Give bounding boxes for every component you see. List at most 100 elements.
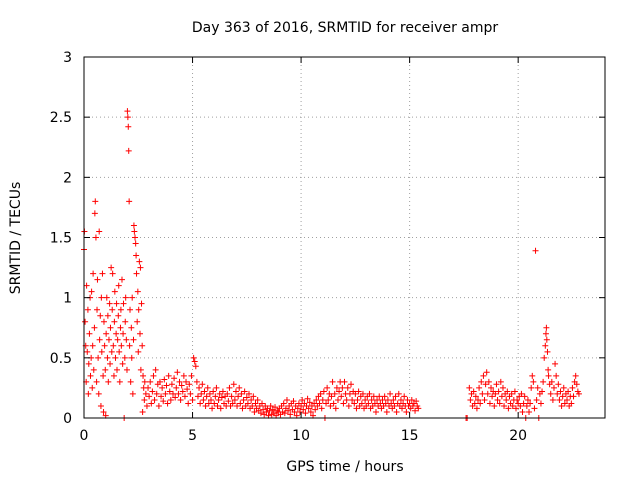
data-point — [240, 396, 247, 403]
data-point — [200, 396, 207, 403]
data-point — [489, 393, 496, 400]
data-point — [124, 108, 131, 115]
data-point — [531, 405, 538, 412]
data-point — [146, 393, 153, 400]
data-point — [415, 405, 422, 412]
data-point — [244, 400, 251, 407]
data-point — [479, 390, 486, 397]
data-point — [135, 306, 142, 313]
data-point — [85, 360, 92, 367]
data-point — [368, 396, 375, 403]
data-point — [319, 396, 326, 403]
data-point — [318, 405, 325, 412]
data-point — [228, 393, 235, 400]
data-point — [494, 396, 501, 403]
data-point — [107, 324, 114, 331]
data-point — [120, 330, 127, 337]
data-point — [89, 342, 96, 349]
y-tick-label: 0 — [63, 411, 72, 427]
data-point — [99, 270, 106, 277]
data-point — [401, 393, 408, 400]
data-point — [547, 390, 554, 397]
data-point — [299, 396, 306, 403]
data-point — [334, 396, 341, 403]
data-point — [557, 388, 564, 395]
data-point — [485, 378, 492, 385]
data-point — [393, 408, 400, 415]
data-point — [139, 408, 146, 415]
data-point — [413, 398, 420, 405]
data-point — [189, 396, 196, 403]
data-points — [81, 108, 582, 421]
data-point — [218, 394, 225, 401]
data-point — [497, 378, 504, 385]
data-point — [476, 384, 483, 391]
data-point — [379, 396, 386, 403]
data-point — [553, 372, 560, 379]
data-point — [86, 330, 93, 337]
data-point — [88, 288, 95, 295]
data-point — [248, 396, 255, 403]
data-point — [555, 381, 562, 388]
data-point — [238, 390, 245, 397]
data-point — [509, 402, 516, 409]
data-point — [320, 388, 327, 395]
data-point — [505, 405, 512, 412]
data-point — [116, 378, 123, 385]
data-point — [287, 411, 294, 418]
data-point — [133, 270, 140, 277]
data-point — [511, 388, 518, 395]
data-point — [216, 390, 223, 397]
data-point — [183, 378, 190, 385]
data-point — [180, 372, 187, 379]
data-point — [131, 228, 138, 235]
data-point — [109, 306, 116, 313]
data-point — [132, 234, 139, 241]
data-point — [403, 408, 410, 415]
data-point — [472, 393, 479, 400]
data-point — [346, 390, 353, 397]
data-point — [187, 390, 194, 397]
data-point — [382, 400, 389, 407]
data-point — [390, 396, 397, 403]
data-point — [392, 393, 399, 400]
data-point — [339, 384, 346, 391]
data-point — [113, 300, 120, 307]
data-point — [323, 400, 330, 407]
data-point — [517, 402, 524, 409]
data-point — [383, 408, 390, 415]
x-tick-label: 20 — [509, 428, 527, 444]
data-point — [184, 386, 191, 393]
data-point — [219, 388, 226, 395]
data-point — [84, 306, 91, 313]
data-point — [503, 396, 510, 403]
data-point — [283, 396, 290, 403]
data-point — [358, 400, 365, 407]
data-point — [352, 390, 359, 397]
data-point — [508, 390, 515, 397]
data-point — [84, 348, 91, 355]
data-point — [470, 388, 477, 395]
data-point — [116, 348, 123, 355]
data-point — [151, 396, 158, 403]
data-point — [520, 400, 527, 407]
data-point — [100, 408, 107, 415]
data-point — [93, 378, 100, 385]
data-point — [106, 300, 113, 307]
data-point — [194, 393, 201, 400]
data-point — [122, 294, 129, 301]
data-point — [311, 400, 318, 407]
data-point — [105, 378, 112, 385]
data-point — [147, 378, 154, 385]
data-point — [135, 348, 142, 355]
data-point — [104, 312, 111, 319]
data-point — [294, 405, 301, 412]
data-point — [156, 378, 163, 385]
data-point — [137, 366, 144, 373]
data-point — [105, 336, 112, 343]
data-point — [191, 358, 198, 365]
data-point — [104, 354, 111, 361]
data-point — [136, 258, 143, 265]
data-point — [83, 282, 90, 289]
